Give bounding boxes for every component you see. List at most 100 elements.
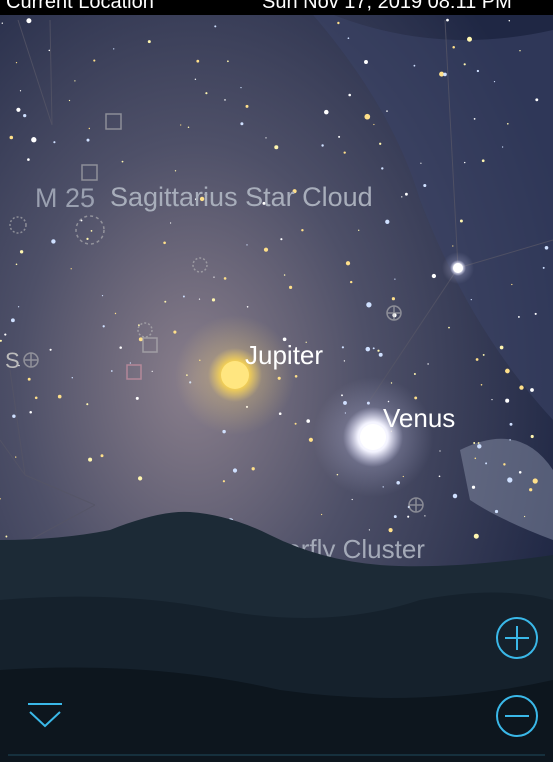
star xyxy=(533,478,538,483)
star xyxy=(103,325,105,327)
star xyxy=(509,20,510,21)
star xyxy=(342,346,344,348)
star xyxy=(87,139,90,142)
star xyxy=(385,220,389,224)
star xyxy=(188,127,190,129)
star xyxy=(485,462,487,464)
star xyxy=(2,23,3,24)
star xyxy=(507,477,512,482)
planet-label: Jupiter xyxy=(245,340,323,370)
star xyxy=(481,384,483,386)
star xyxy=(284,274,286,276)
star xyxy=(20,250,23,253)
star xyxy=(31,137,36,142)
star xyxy=(289,286,292,289)
star xyxy=(214,25,216,27)
star xyxy=(338,136,340,138)
star xyxy=(86,238,88,240)
star xyxy=(72,377,73,378)
star xyxy=(170,222,171,223)
star xyxy=(346,261,350,265)
star xyxy=(265,137,266,138)
star xyxy=(500,346,504,350)
star xyxy=(58,395,62,399)
star xyxy=(16,263,18,265)
star xyxy=(89,128,90,129)
star xyxy=(475,458,477,460)
star xyxy=(27,158,30,161)
star xyxy=(28,378,31,381)
star xyxy=(394,515,397,518)
star xyxy=(420,163,421,164)
star xyxy=(414,373,416,375)
star xyxy=(503,463,505,465)
star xyxy=(4,334,6,336)
star xyxy=(379,143,381,145)
star xyxy=(321,514,322,515)
star xyxy=(494,81,495,82)
star xyxy=(518,316,520,318)
star xyxy=(115,313,116,314)
star xyxy=(394,278,395,279)
star xyxy=(16,62,17,63)
star xyxy=(366,302,371,307)
star xyxy=(344,360,345,361)
bright-star xyxy=(453,263,463,273)
star xyxy=(511,284,512,285)
star xyxy=(439,475,441,477)
star xyxy=(213,276,214,277)
star xyxy=(424,515,425,516)
star xyxy=(337,22,339,24)
star xyxy=(136,397,139,400)
star xyxy=(530,388,534,392)
star xyxy=(138,476,142,480)
star xyxy=(423,184,426,187)
star xyxy=(543,267,545,269)
star xyxy=(11,318,15,322)
star xyxy=(183,296,185,298)
star xyxy=(212,298,215,301)
star xyxy=(478,442,480,444)
star xyxy=(152,371,153,372)
star xyxy=(519,50,520,51)
status-datetime: Sun Nov 17, 2019 08:11 PM xyxy=(262,0,512,13)
star xyxy=(348,37,350,39)
star xyxy=(448,327,450,329)
star xyxy=(377,350,379,352)
star xyxy=(246,105,249,108)
star xyxy=(148,40,151,43)
star xyxy=(452,46,455,49)
star xyxy=(446,19,449,22)
star xyxy=(130,362,131,363)
star xyxy=(321,144,323,146)
star xyxy=(482,159,485,162)
star xyxy=(510,423,513,426)
star xyxy=(505,369,510,374)
star xyxy=(472,486,475,489)
star xyxy=(240,87,241,88)
star xyxy=(50,349,52,351)
star xyxy=(407,516,409,518)
star xyxy=(69,100,70,101)
star xyxy=(373,124,374,125)
star xyxy=(344,151,346,153)
star xyxy=(246,244,247,245)
star xyxy=(295,423,297,425)
star xyxy=(12,414,15,417)
star xyxy=(464,63,466,65)
star xyxy=(101,454,104,457)
star xyxy=(364,60,368,64)
star xyxy=(111,370,113,372)
star xyxy=(483,354,485,356)
star xyxy=(102,295,103,296)
star xyxy=(138,324,140,326)
star xyxy=(401,196,402,197)
planet-label: Venus xyxy=(383,403,455,433)
star xyxy=(358,230,359,231)
star xyxy=(432,274,436,278)
star xyxy=(505,399,509,403)
star xyxy=(366,347,371,352)
star xyxy=(91,230,93,232)
star xyxy=(309,438,313,442)
star xyxy=(477,70,479,72)
